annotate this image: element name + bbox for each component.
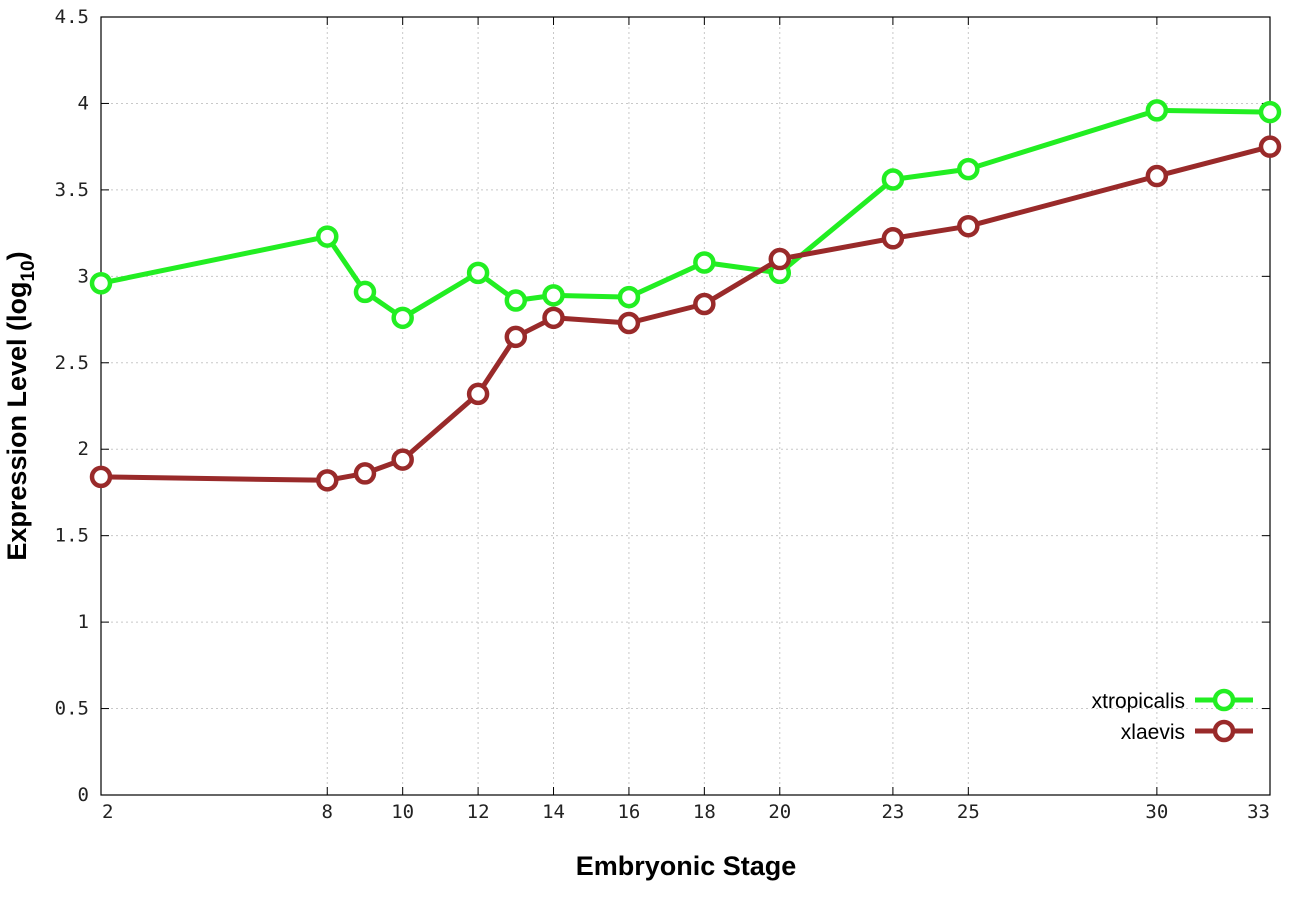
y-tick-label: 4.5 <box>55 6 89 28</box>
series-line-xlaevis <box>100 144 1271 483</box>
x-tick-label: 33 <box>1247 801 1270 823</box>
y-axis-title-main: Expression Level (log <box>2 282 32 561</box>
data-point-xlaevis <box>881 227 905 250</box>
data-point-xlaevis <box>617 311 641 335</box>
data-point-xtropicalis <box>89 271 113 295</box>
x-tick-label: 23 <box>881 801 904 823</box>
y-axis-title-subscript: 10 <box>18 260 39 281</box>
data-point-xlaevis <box>1258 135 1282 158</box>
grid-lines <box>101 17 1270 795</box>
data-point-xtropicalis <box>316 225 339 248</box>
data-point-xlaevis <box>466 382 490 406</box>
data-point-xtropicalis <box>617 285 641 309</box>
x-tick-label: 8 <box>322 801 333 823</box>
data-point-xlaevis <box>89 465 113 489</box>
y-tick-label: 0 <box>78 784 89 806</box>
series-line-xtropicalis <box>100 107 1271 321</box>
series-group <box>89 99 1282 492</box>
y-tick-label: 3.5 <box>55 179 89 201</box>
plot-frame <box>100 16 1271 796</box>
y-tick-label: 2.5 <box>55 352 89 374</box>
x-tick-label: 30 <box>1145 801 1168 823</box>
x-tick-label: 16 <box>617 801 640 823</box>
data-point-xtropicalis <box>504 289 528 312</box>
x-tick-label: 25 <box>957 801 980 823</box>
data-point-xtropicalis <box>957 157 980 181</box>
y-axis-title: Expression Level (log10) <box>2 251 39 560</box>
data-point-xlaevis <box>504 325 528 349</box>
data-point-xtropicalis <box>1258 100 1282 124</box>
x-tick-label: 12 <box>467 801 490 823</box>
y-tick-label: 1 <box>78 611 89 633</box>
x-tick-label: 20 <box>768 801 791 823</box>
data-point-xtropicalis <box>881 168 905 191</box>
y-axis-title-close: ) <box>2 251 32 260</box>
legend: xtropicalis xlaevis <box>1092 688 1253 744</box>
data-point-xtropicalis <box>1145 99 1169 122</box>
data-point-xlaevis <box>768 247 792 271</box>
data-point-xtropicalis <box>693 251 716 274</box>
data-point-xlaevis <box>316 469 339 492</box>
data-point-xtropicalis <box>542 284 565 307</box>
x-tick-label: 18 <box>693 801 716 823</box>
legend-swatch-marker-xlaevis <box>1212 719 1236 743</box>
y-tick-label: 3 <box>78 265 89 287</box>
data-point-xlaevis <box>353 462 377 485</box>
legend-swatch-marker-xtropicalis <box>1212 688 1236 712</box>
data-point-xlaevis <box>391 448 414 471</box>
axis-ticks: 2 8 10 12 14 16 18 20 23 25 30 33 0 0.5 1 1.5 2 2.5 3 3.5 4 4… <box>55 6 1271 823</box>
y-tick-label: 0.5 <box>55 698 89 720</box>
series-xlaevis <box>89 135 1282 492</box>
data-point-xlaevis <box>693 292 716 316</box>
data-point-xlaevis <box>542 306 565 330</box>
legend-label-xtropicalis: xtropicalis <box>1092 690 1185 713</box>
data-point-xtropicalis <box>353 280 377 304</box>
x-tick-label: 14 <box>542 801 565 823</box>
x-axis-title: Embryonic Stage <box>576 851 797 881</box>
x-tick-label: 2 <box>102 801 113 823</box>
data-point-xlaevis <box>1145 164 1169 188</box>
y-tick-label: 1.5 <box>55 525 89 547</box>
data-point-xtropicalis <box>391 306 414 330</box>
y-tick-label: 4 <box>78 92 89 114</box>
legend-label-xlaevis: xlaevis <box>1121 721 1185 744</box>
x-tick-label: 10 <box>391 801 414 823</box>
series-xtropicalis <box>89 99 1282 330</box>
y-tick-label: 2 <box>78 438 89 460</box>
data-point-xtropicalis <box>466 261 490 285</box>
data-point-xlaevis <box>957 214 980 238</box>
